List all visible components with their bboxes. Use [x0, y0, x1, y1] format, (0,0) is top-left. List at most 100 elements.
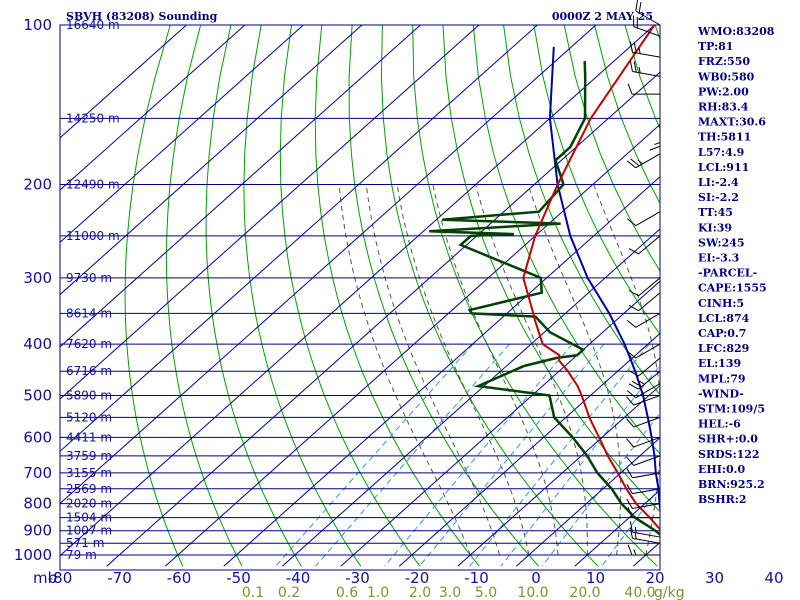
wind-barb	[649, 118, 661, 151]
mixing-ratio-line	[275, 343, 474, 567]
index-value: BSHR:2	[698, 493, 747, 506]
wind-barb	[626, 394, 661, 406]
wind-barb	[626, 312, 661, 328]
mixing-ratio-tick-label: 10.0	[517, 585, 548, 600]
observation-time: 0000Z 2 MAY 25	[552, 10, 653, 23]
temperature-tick-label: -10	[464, 569, 489, 587]
height-label: 1504 m	[66, 511, 112, 525]
dry-adiabat-line	[380, 25, 599, 567]
wind-barb	[626, 153, 661, 169]
height-label: 12490 m	[66, 178, 120, 192]
index-value: EL:139	[698, 357, 741, 370]
mixing-ratio-tick-label: 20.0	[569, 585, 600, 600]
wind-barb	[629, 41, 661, 58]
height-label: 8614 m	[66, 306, 112, 320]
pressure-tick-label: 400	[23, 335, 52, 353]
isotherm-line	[60, 25, 363, 296]
isotherm-line	[457, 384, 660, 567]
height-label: 3759 m	[66, 449, 112, 463]
mixing-ratio-line	[315, 343, 510, 567]
index-value: SRDS:122	[698, 448, 760, 461]
index-value: TH:5811	[698, 131, 751, 144]
dewpoint-trace	[429, 61, 660, 537]
pressure-unit-label: mb	[33, 569, 57, 587]
wind-barb	[635, 0, 661, 26]
index-value: -WIND-	[698, 387, 744, 400]
height-label: 5120 m	[66, 410, 112, 424]
wind-barb	[628, 292, 661, 312]
temperature-tick-label: -40	[286, 569, 311, 587]
index-value: HEL:-6	[698, 418, 741, 431]
isotherm-line	[340, 280, 660, 567]
moist-adiabat-line	[365, 184, 500, 556]
height-label: 6716 m	[66, 364, 112, 378]
isotherm-line	[60, 25, 246, 191]
dry-adiabat-line	[776, 25, 800, 566]
isotherm-line	[60, 25, 187, 139]
dry-adiabat-line	[314, 25, 480, 567]
mixing-ratio-line	[500, 364, 660, 567]
dry-adiabat-line	[279, 25, 421, 567]
temperature-tick-label: -70	[107, 569, 132, 587]
index-value: MAXT:30.6	[698, 116, 766, 129]
isotherm-line	[398, 332, 660, 567]
wind-barb	[628, 235, 661, 255]
height-label: 14250 m	[66, 111, 120, 125]
dry-adiabat-line	[165, 25, 243, 567]
index-value: EI:-3.3	[698, 252, 739, 265]
index-value: -PARCEL-	[698, 267, 757, 280]
wind-barb	[627, 83, 660, 95]
mixing-ratio-lines	[275, 343, 660, 567]
wind-barb	[629, 527, 661, 544]
height-label: 1007 m	[66, 524, 112, 538]
height-label: 571 m	[66, 536, 104, 550]
isotherms	[60, 25, 660, 567]
pressure-tick-label: 1000	[14, 546, 52, 564]
index-value: LFC:829	[698, 342, 749, 355]
height-label: 5890 m	[66, 388, 112, 402]
index-value: TP:81	[698, 40, 733, 53]
mixing-ratio-tick-label: 5.0	[475, 585, 497, 600]
index-value: PW:2.00	[698, 85, 749, 98]
isotherm-line	[515, 437, 660, 567]
mixing-ratio-tick-label: 0.1	[242, 585, 264, 600]
index-value: WMO:83208	[697, 25, 775, 38]
index-value: BRN:925.2	[698, 478, 765, 491]
dry-adiabat-line	[472, 25, 660, 455]
wind-barb	[629, 521, 661, 538]
index-value: TT:45	[698, 206, 733, 219]
isotherm-line	[60, 25, 480, 400]
wind-barb	[626, 436, 661, 448]
isotherm-line	[60, 25, 304, 243]
isotherm-line	[60, 25, 597, 505]
wind-barb	[626, 468, 661, 479]
index-value: CAPE:1555	[698, 282, 767, 295]
isotherm-line	[164, 123, 660, 567]
indices-panel: WMO:83208 TP:81 FRZ:550 WB0:580 PW:2.00 RH:83…	[697, 25, 775, 506]
moist-adiabat-line	[593, 184, 660, 556]
mixing-ratio-line	[541, 412, 660, 567]
pressure-tick-label: 600	[23, 428, 52, 446]
height-label: 4411 m	[66, 430, 112, 444]
mixing-ratio-tick-label: 3.0	[439, 585, 461, 600]
dry-adiabat-line	[533, 25, 660, 336]
height-label: 79 m	[66, 548, 97, 562]
station-title: SBVH (83208) Sounding	[66, 10, 218, 23]
index-value: SI:-2.2	[698, 191, 739, 204]
height-label: 3155 m	[66, 466, 112, 480]
temperature-tick-label: 20	[645, 569, 664, 587]
pressure-tick-label: 300	[23, 269, 52, 287]
temperature-tick-label: 0	[531, 569, 541, 587]
index-value: SW:245	[698, 236, 745, 249]
temperature-tick-label: -50	[226, 569, 251, 587]
moist-adiabat-line	[475, 184, 588, 555]
index-value: RH:83.4	[698, 101, 749, 114]
sounding-profiles	[429, 25, 660, 537]
wind-barb	[629, 60, 661, 77]
wind-barb	[628, 357, 661, 377]
pressure-tick-label: 100	[23, 16, 52, 34]
wind-barb	[626, 498, 661, 509]
wind-barb	[626, 383, 661, 399]
index-value: LCL:874	[698, 312, 750, 325]
wind-barb	[626, 455, 661, 466]
